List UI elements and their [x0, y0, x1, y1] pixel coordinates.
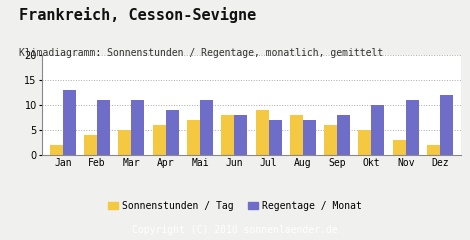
- Bar: [359, 130, 371, 155]
- Text: Frankreich, Cesson-Sevigne: Frankreich, Cesson-Sevigne: [19, 7, 256, 23]
- Bar: [337, 115, 350, 155]
- Bar: [235, 115, 247, 155]
- Bar: [393, 140, 406, 155]
- Bar: [97, 100, 110, 155]
- Bar: [84, 135, 97, 155]
- Bar: [118, 130, 132, 155]
- Bar: [50, 145, 63, 155]
- Bar: [221, 115, 235, 155]
- Bar: [371, 105, 384, 155]
- Legend: Sonnenstunden / Tag, Regentage / Monat: Sonnenstunden / Tag, Regentage / Monat: [104, 197, 366, 215]
- Bar: [290, 115, 303, 155]
- Text: Copyright (C) 2010 sonnenlaender.de: Copyright (C) 2010 sonnenlaender.de: [132, 225, 338, 235]
- Bar: [324, 125, 337, 155]
- Bar: [153, 125, 166, 155]
- Bar: [187, 120, 200, 155]
- Bar: [427, 145, 440, 155]
- Bar: [303, 120, 316, 155]
- Bar: [200, 100, 213, 155]
- Bar: [256, 110, 268, 155]
- Bar: [166, 110, 179, 155]
- Bar: [406, 100, 419, 155]
- Bar: [63, 90, 76, 155]
- Bar: [132, 100, 144, 155]
- Bar: [268, 120, 282, 155]
- Text: Klimadiagramm: Sonnenstunden / Regentage, monatlich, gemittelt: Klimadiagramm: Sonnenstunden / Regentage…: [19, 48, 383, 58]
- Bar: [440, 95, 453, 155]
